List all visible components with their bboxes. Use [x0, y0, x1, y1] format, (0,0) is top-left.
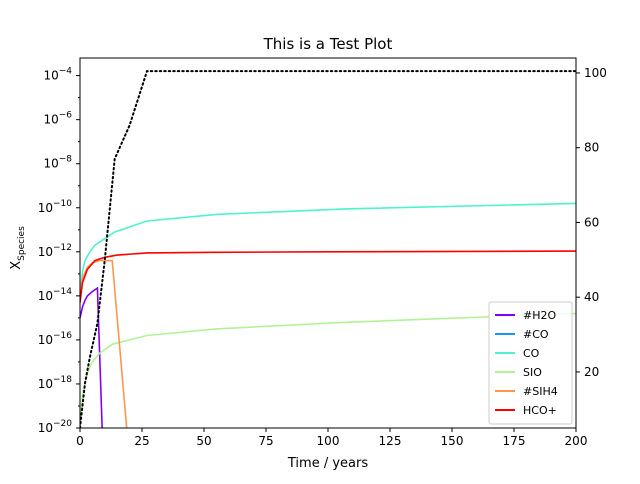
y-tick-label: 10−4: [43, 67, 72, 83]
x-tick-label: 0: [76, 434, 84, 448]
x-axis-label: Time / years: [287, 456, 368, 471]
legend-label-co: #CO: [523, 328, 549, 341]
y-tick-label: 10−18: [38, 375, 73, 391]
x-tick-label: 50: [196, 434, 211, 448]
series-line-sih4: [80, 259, 128, 428]
y2-tick-label: 100: [584, 66, 607, 80]
y2-tick-label: 40: [584, 290, 599, 304]
y-axis-label-sub: Species: [17, 226, 27, 261]
y-tick-label: 10−20: [38, 419, 73, 435]
y2-tick-label: 20: [584, 365, 599, 379]
y-tick-label: 10−10: [38, 199, 73, 215]
x-tick-label: 150: [441, 434, 464, 448]
legend-label-sio: SIO: [523, 366, 542, 379]
legend-box: [488, 301, 573, 425]
y2-tick-label: 60: [584, 215, 599, 229]
y-axis-label: XSpecies: [9, 226, 27, 270]
chart-title: This is a Test Plot: [263, 35, 393, 53]
legend: #H2O #CO CO SIO #SIH4 HCO+: [488, 301, 573, 425]
x-tick-label: 125: [379, 434, 402, 448]
y-tick-label: 10−16: [38, 331, 73, 347]
y-tick-label: 10−14: [38, 287, 73, 303]
x-tick-label: 175: [503, 434, 526, 448]
y-tick-label: 10−12: [38, 243, 72, 259]
series-line-co: [80, 202, 576, 296]
y2-tick-label: 80: [584, 141, 599, 155]
y-tick-label: 10−8: [43, 155, 72, 171]
legend-label-h2o: #H2O: [523, 309, 556, 322]
y-axis-label-main: X: [9, 261, 24, 270]
legend-label-hco: HCO+: [523, 404, 557, 417]
series-line-sio: [80, 312, 576, 428]
series-line-hco: [80, 250, 576, 303]
x-tick-label: 200: [565, 434, 588, 448]
x-tick-label: 75: [258, 434, 273, 448]
series-group: [80, 70, 576, 428]
legend-label-co: CO: [523, 347, 540, 360]
legend-label-sih4: #SIH4: [523, 385, 558, 398]
series-line-right-axis-6: [80, 70, 576, 428]
plot-area: 0 25 50 75 100 125 150 175 200 10−20 10−18 10−16 10−…: [38, 57, 607, 448]
x-tick-label: 25: [134, 434, 149, 448]
y-tick-label: 10−6: [43, 111, 72, 127]
series-line-h2o: [80, 286, 103, 428]
x-tick-label: 100: [317, 434, 340, 448]
